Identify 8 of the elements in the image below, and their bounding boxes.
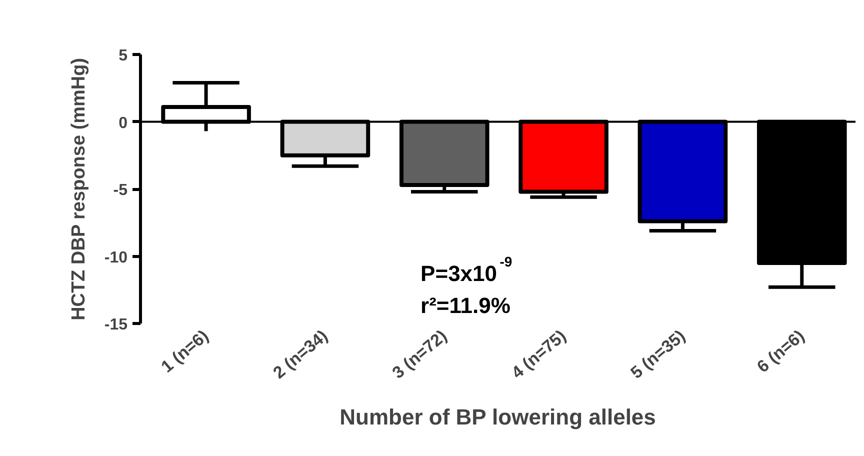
annotation: r²=11.9% xyxy=(420,293,510,318)
x-axis-title: Number of BP lowering alleles xyxy=(340,404,656,430)
y-tick-label: 5 xyxy=(118,48,128,64)
y-axis-title: HCTZ DBP response (mmHg) xyxy=(68,58,90,320)
y-tick-label: -5 xyxy=(113,182,128,199)
y-tick-label: -10 xyxy=(104,249,128,266)
y-tick-label: 0 xyxy=(118,114,128,132)
y-tick-label: -15 xyxy=(104,316,128,334)
